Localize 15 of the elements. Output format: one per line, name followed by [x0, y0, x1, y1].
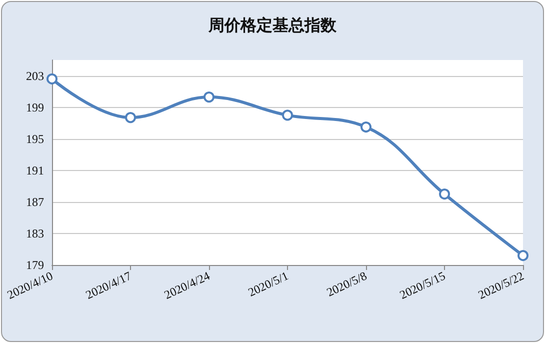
- y-tick-label: 179: [26, 258, 44, 272]
- y-tick-label: 191: [26, 163, 44, 178]
- y-tick-label: 183: [26, 226, 44, 240]
- point: [204, 92, 214, 103]
- point: [439, 188, 450, 200]
- chart-title: 周价格定基总指数: [208, 16, 338, 34]
- point: [518, 250, 528, 262]
- point: [125, 112, 136, 124]
- point: [46, 73, 58, 84]
- point: [360, 122, 372, 133]
- point: [282, 110, 293, 121]
- y-tick-label: 199: [26, 100, 44, 114]
- y-tick-label: 187: [26, 194, 44, 209]
- y-tick-label: 195: [26, 132, 44, 146]
- y-tick-label: 203: [26, 68, 44, 83]
